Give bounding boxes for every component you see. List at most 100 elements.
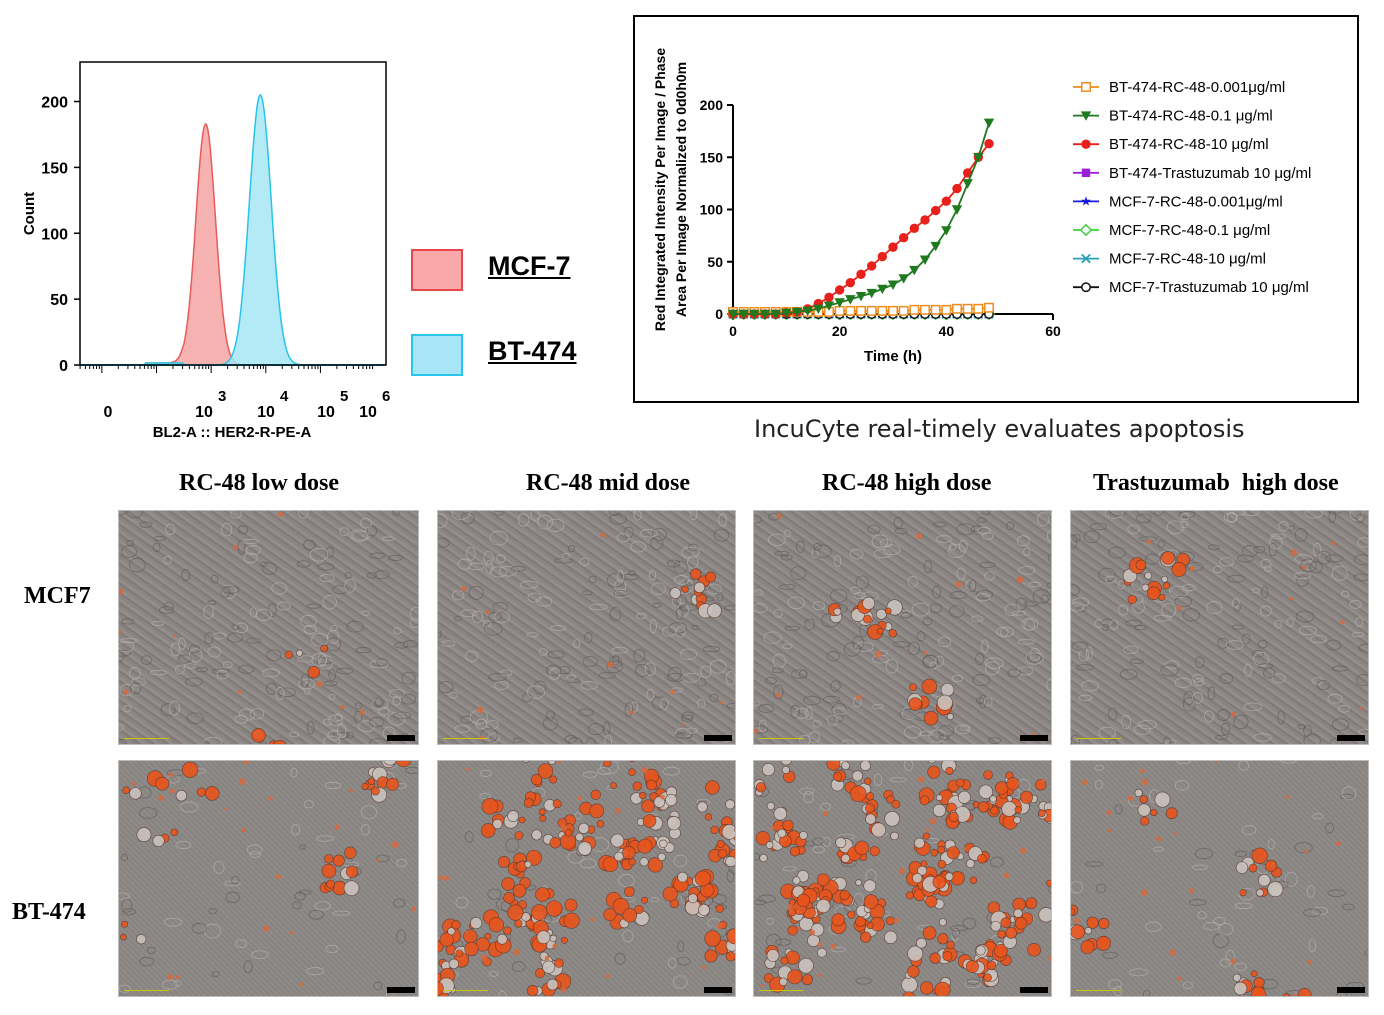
cell [831,703,847,717]
cell [139,521,153,528]
cell [584,632,593,643]
cell [673,575,690,585]
red-speck [173,633,177,638]
red-speck [262,925,270,932]
cell [772,653,786,669]
cell [1098,567,1116,583]
histogram-ytick-label: 200 [41,95,68,112]
apoptotic-cell [1046,879,1051,887]
cell [1108,707,1118,721]
cell [297,511,309,519]
red-speck [299,982,304,987]
cell [241,539,259,545]
cell [830,946,846,953]
cell [1108,738,1119,744]
apoptotic-cell [535,887,550,902]
cell [1182,608,1200,622]
micrograph-texture [754,761,1051,996]
cell [1078,649,1090,662]
apoptotic-cell [975,945,986,956]
legend-swatch-mcf7 [411,249,463,291]
apoptotic-cell [120,933,127,941]
cell [396,858,408,868]
cell [249,850,261,859]
cell [376,854,390,863]
cell [649,618,657,634]
apoptotic-cell [614,851,624,862]
red-speck [119,629,123,635]
cell [1102,951,1118,959]
cell [1012,610,1027,616]
cell [1130,658,1144,664]
micrograph-texture [119,761,418,996]
cell [475,718,488,730]
apoptotic-cell [1139,795,1148,804]
cell [822,836,831,848]
apoptotic-cell [1098,917,1110,930]
cell [949,605,965,618]
incucyte-data-point [941,196,952,206]
cell [758,894,776,903]
apoptotic-cell [932,875,947,889]
cell [1269,535,1283,550]
apoptotic-cell [884,607,892,615]
apoptotic-cell [884,930,898,944]
apoptotic-cell [833,607,842,616]
cell [859,623,868,638]
cell [374,696,385,708]
cell [1316,680,1331,691]
cell [916,631,926,642]
cell [578,708,594,717]
apoptotic-cell [1014,917,1028,930]
incucyte-xtick-label: 60 [1045,323,1061,339]
cell [1129,968,1148,977]
cell [235,622,248,634]
cell [726,671,735,686]
apoptotic-cell [395,761,412,768]
cell [479,769,492,777]
red-speck [925,828,930,832]
cell [1174,677,1192,689]
red-speck [391,841,399,849]
cell [597,767,611,775]
cell [871,534,889,549]
cell [290,767,298,778]
apoptotic-cell [447,927,456,936]
cell [227,632,244,643]
cell [968,579,977,593]
cell [633,649,646,663]
cell [766,917,775,925]
cell [246,637,262,644]
cell [488,612,503,621]
cell [814,544,832,558]
cell [255,608,272,621]
cell [1219,958,1232,968]
apoptotic-cell [990,920,1002,932]
cell [494,681,509,690]
apoptotic-cell [1013,908,1023,918]
cell [221,584,237,599]
apoptotic-cell [841,853,851,863]
cell [682,672,701,683]
apoptotic-cell [1127,594,1137,605]
apoptotic-cell [1137,803,1151,817]
cell [1213,916,1226,925]
incucyte-ytick-label: 0 [715,306,723,322]
cell [1157,540,1165,548]
cell [911,602,930,617]
cell [542,716,558,731]
apoptotic-cell [1161,575,1169,583]
cell [650,897,659,903]
apoptotic-cell [1096,935,1111,951]
apoptotic-cell [983,770,993,780]
apoptotic-cell [995,781,1009,795]
cell [667,667,682,681]
red-speck [719,700,723,705]
cell [121,545,137,558]
incucyte-xtick-label: 20 [832,323,848,339]
cell [790,566,806,581]
cell [1337,705,1350,713]
cell [276,601,291,611]
cell [1263,667,1276,679]
